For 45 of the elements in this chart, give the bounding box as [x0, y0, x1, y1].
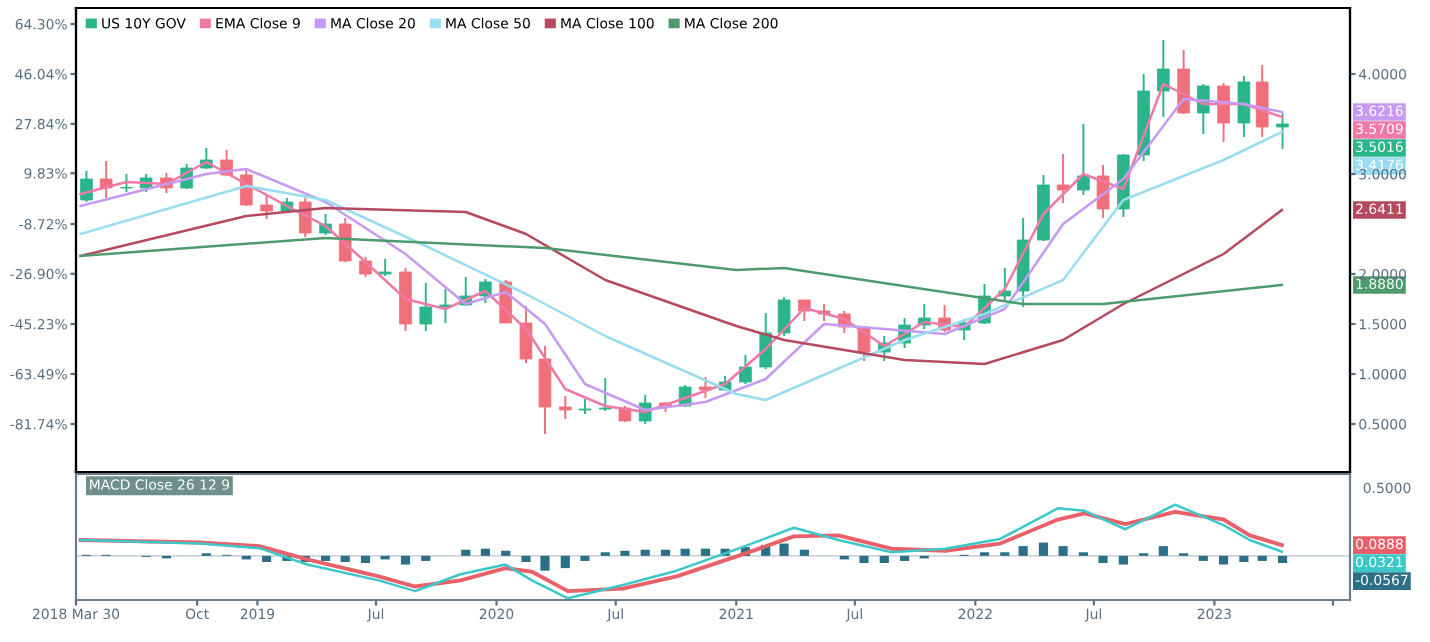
bar: [1257, 555, 1267, 561]
bar: [1239, 555, 1249, 562]
candlestick: [260, 194, 273, 220]
bar: [1118, 555, 1128, 565]
candlestick: [120, 173, 133, 193]
bar: [360, 555, 371, 564]
candlestick: [419, 282, 433, 332]
candlestick: [538, 345, 552, 435]
bar: [501, 550, 511, 556]
bar: [900, 555, 910, 561]
line-series: [79, 236, 1284, 306]
bar: [859, 555, 869, 564]
candlestick: [578, 398, 592, 415]
bar: [560, 555, 570, 569]
candlestick: [558, 395, 572, 420]
bar: [480, 548, 490, 556]
candlestick: [1276, 112, 1289, 150]
bar: [660, 549, 671, 556]
bar: [461, 549, 471, 556]
bar: [320, 555, 331, 561]
bar: [1038, 542, 1049, 556]
bar: [1219, 555, 1229, 565]
bar: [1158, 546, 1168, 556]
bar: [1277, 555, 1288, 564]
bar: [680, 548, 690, 556]
bar: [1098, 555, 1108, 564]
bar: [1018, 546, 1028, 556]
line-series: [79, 206, 1284, 366]
bar: [340, 555, 350, 562]
bar: [421, 555, 431, 561]
bar: [580, 555, 590, 561]
bar: [620, 550, 630, 556]
bar: [540, 555, 550, 571]
bar: [521, 555, 531, 562]
bar: [779, 543, 789, 556]
bar: [640, 549, 650, 556]
bar: [799, 549, 809, 556]
bar: [1058, 546, 1068, 556]
bar: [262, 555, 272, 562]
bar: [879, 555, 889, 564]
bar: [700, 548, 711, 556]
bar: [1198, 555, 1208, 561]
bar: [400, 555, 411, 565]
candlestick: [598, 377, 612, 412]
candlestick: [378, 258, 392, 277]
